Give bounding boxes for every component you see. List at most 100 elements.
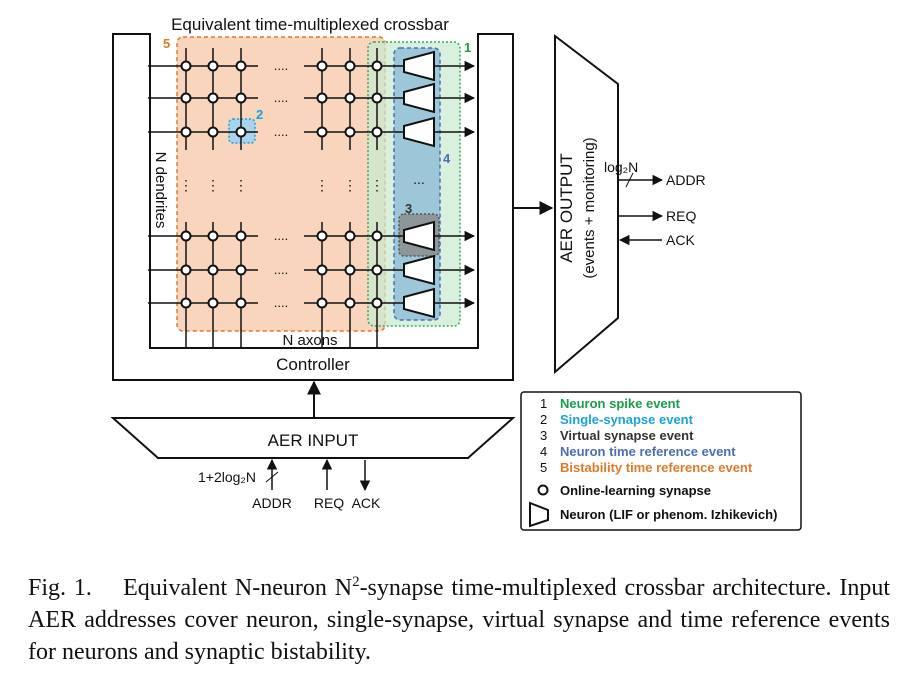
input-ack-label: ACK (352, 495, 381, 511)
output-addr-label: ADDR (666, 172, 706, 188)
synapse-node (316, 264, 328, 276)
legend-item-text: Virtual synapse event (560, 428, 694, 443)
legend-item-text: Single-synapse event (560, 412, 694, 427)
synapse-node (180, 264, 192, 276)
synapse-node (180, 60, 192, 72)
legend-neuron-icon (529, 501, 549, 528)
output-ack-label: ACK (666, 232, 695, 248)
synapse-node (316, 60, 328, 72)
synapse-node (235, 230, 247, 242)
input-req-label: REQ (314, 495, 344, 511)
synapse-node (344, 126, 356, 138)
axon-ellipsis: ⋮ (179, 177, 193, 193)
synapse-node (180, 230, 192, 242)
neuron-icon (403, 220, 435, 252)
synapse-node (235, 264, 247, 276)
figure-caption: Fig. 1. Equivalent N-neuron N2-synapse t… (28, 572, 890, 668)
synapse-node (180, 92, 192, 104)
marker-4: 4 (443, 151, 451, 166)
legend-item-text: Neuron spike event (560, 396, 681, 411)
legend-item-number: 5 (540, 460, 547, 475)
axon-ellipsis: ⋮ (370, 177, 384, 193)
caption-part2: -synapse time-multiplexed crossbar archi… (28, 575, 891, 665)
marker-3: 3 (405, 201, 412, 216)
caption-superscript: 2 (352, 574, 360, 590)
synapse-node (371, 297, 383, 309)
input-bus-width: 1+2log₂N (198, 469, 256, 485)
marker-5: 5 (163, 36, 170, 51)
axon-ellipsis: ⋮ (234, 177, 248, 193)
neuron-ellipsis: ... (413, 171, 425, 187)
aer-output-label: AER OUTPUT (557, 153, 576, 263)
dendrite-ellipsis: .... (274, 90, 288, 105)
synapse-node (316, 126, 328, 138)
synapse-node (344, 264, 356, 276)
neuron-icon (403, 50, 435, 82)
dendrite-ellipsis: .... (274, 228, 288, 243)
legend-items: 1 Neuron spike event 2 Single-synapse event… (540, 396, 753, 475)
controller-label: Controller (276, 355, 350, 374)
legend-item-number: 3 (540, 428, 547, 443)
aer-input-block (110, 417, 516, 459)
synapse-node (316, 297, 328, 309)
synapse-node (316, 92, 328, 104)
legend-synapse-icon (537, 484, 549, 496)
crossbar-title: Equivalent time-multiplexed crossbar (171, 15, 449, 34)
aer-output-sublabel: (events + monitoring) (581, 137, 598, 278)
synapse-node (235, 297, 247, 309)
dendrite-ellipsis: .... (274, 58, 288, 73)
synapse-node (344, 92, 356, 104)
synapse-node (371, 264, 383, 276)
synapse-node (180, 126, 192, 138)
synapse-node (207, 230, 219, 242)
controller-frame (112, 33, 514, 381)
aer-output-block (554, 33, 619, 375)
synapse-node (344, 230, 356, 242)
legend-box (520, 391, 802, 531)
marker-2: 2 (256, 107, 263, 122)
dendrite-ellipsis: .... (274, 262, 288, 277)
caption-fig-label: Fig. 1. (28, 575, 92, 601)
neuron-icon (403, 287, 435, 319)
neuron-icon (403, 82, 435, 114)
axon-ellipsis: ⋮ (315, 177, 329, 193)
output-bus-width: log₂N (604, 159, 638, 175)
legend-item-number: 1 (540, 396, 547, 411)
synapse-node (180, 297, 192, 309)
synapse-node (371, 92, 383, 104)
synapse-node (207, 92, 219, 104)
legend-neuron-text: Neuron (LIF or phenom. Izhikevich) (560, 507, 777, 522)
input-addr-label: ADDR (252, 495, 292, 511)
neuron-icon (403, 116, 435, 148)
synapse-node (235, 92, 247, 104)
synapse-node (235, 60, 247, 72)
synapse-node (235, 126, 247, 138)
legend-synapse-text: Online-learning synapse (560, 483, 711, 498)
dendrites-label: N dendrites (152, 152, 169, 229)
caption-part1: Equivalent N-neuron N (123, 575, 353, 601)
synapse-node (207, 297, 219, 309)
synapse-node (344, 297, 356, 309)
aer-input-label: AER INPUT (268, 431, 359, 450)
synapse-node (344, 60, 356, 72)
marker-1: 1 (464, 40, 471, 55)
synapse-node (371, 126, 383, 138)
dendrite-ellipsis: .... (274, 295, 288, 310)
legend-item-number: 2 (540, 412, 547, 427)
axons-label: N axons (282, 332, 337, 349)
synapse-node (371, 60, 383, 72)
output-bus-slash (625, 172, 634, 188)
synapse-node (316, 230, 328, 242)
neuron-icon (403, 254, 435, 286)
dendrite-ellipsis: .... (274, 124, 288, 139)
legend-item-text: Bistability time reference event (560, 460, 753, 475)
crossbar-grid: ⋮ ⋮ ⋮ ⋮ ⋮ ⋮........................ (148, 48, 476, 348)
legend-item-text: Neuron time reference event (560, 444, 736, 459)
legend-item-number: 4 (540, 444, 547, 459)
architecture-diagram: Equivalent time-multiplexed crossbar Con… (110, 15, 802, 531)
output-req-label: REQ (666, 208, 696, 224)
input-bus-slash (265, 471, 279, 483)
synapse-node (207, 60, 219, 72)
axon-ellipsis: ⋮ (206, 177, 220, 193)
synapse-node (371, 230, 383, 242)
